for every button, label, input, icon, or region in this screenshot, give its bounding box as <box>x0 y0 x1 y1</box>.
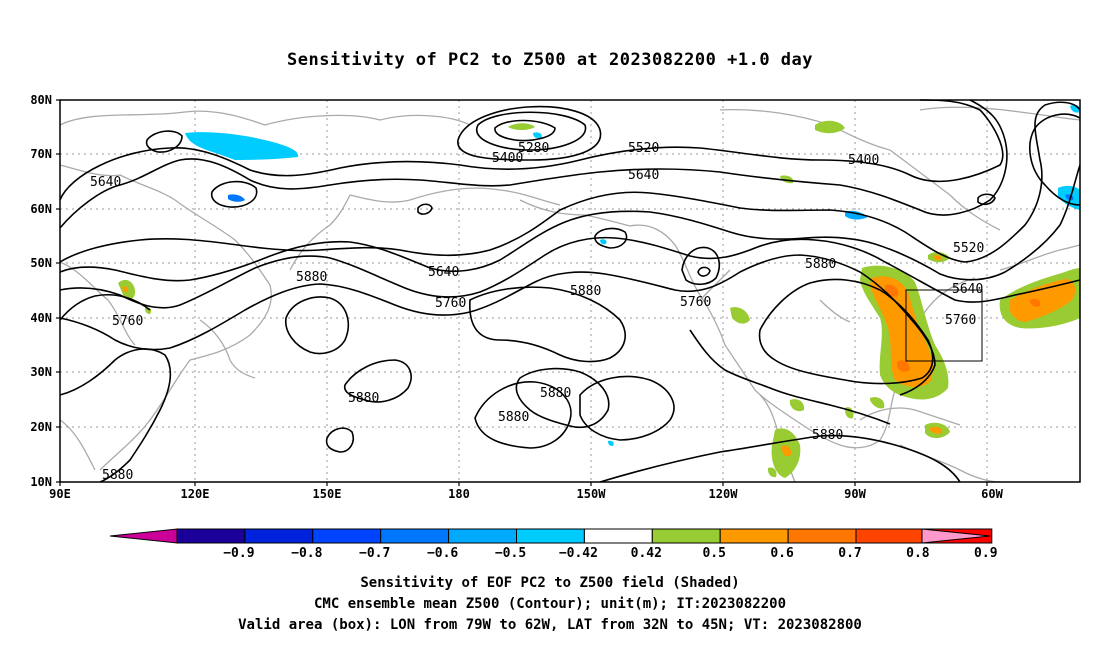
colorbar-cell <box>244 528 314 544</box>
contour-label: 5760 <box>112 314 143 329</box>
contour-label: 5880 <box>296 270 327 285</box>
contour-label: 5760 <box>680 295 711 310</box>
longitude-labels: 90E 120E 150E 180 150W 120W 90W 60W <box>49 487 1003 501</box>
sensitivity-shading <box>118 104 1080 478</box>
colorbar-cell <box>516 528 585 544</box>
colorbar-label: 0.8 <box>906 546 930 561</box>
colorbar-label: 0.5 <box>702 546 725 561</box>
contour-label: 5880 <box>498 410 529 425</box>
colorbar-label: 0.7 <box>838 546 861 561</box>
colorbar-label: −0.7 <box>359 546 390 561</box>
contour-label: 5880 <box>570 284 601 299</box>
contour-label: 5880 <box>102 468 133 483</box>
contour-label: 5640 <box>428 265 459 280</box>
colorbar-cell <box>176 528 246 544</box>
colorbar-label: −0.6 <box>427 546 458 561</box>
z500-contours <box>59 99 1081 483</box>
contour-label: 5760 <box>945 313 976 328</box>
lon-label: 180 <box>448 487 470 501</box>
lat-label: 30N <box>30 365 52 379</box>
lon-label: 90E <box>49 487 71 501</box>
colorbar-cell <box>312 528 382 544</box>
lat-label: 60N <box>30 202 52 216</box>
contour-label: 5640 <box>952 282 983 297</box>
contour-label: 5520 <box>953 241 984 256</box>
colorbar-label: 0.9 <box>974 546 997 561</box>
lon-label: 90W <box>844 487 866 501</box>
latitude-labels: 80N 70N 60N 50N 40N 30N 20N 10N <box>30 93 52 489</box>
lon-label: 120E <box>181 487 210 501</box>
contour-label: 5880 <box>805 257 836 272</box>
colorbar-label: −0.5 <box>495 546 526 561</box>
contour-label: 5520 <box>628 141 659 156</box>
colorbar-cell <box>380 528 450 544</box>
contour-label: 5400 <box>492 151 523 166</box>
contour-label: 5880 <box>348 391 379 406</box>
colorbar-cell <box>583 528 653 544</box>
coastlines <box>59 106 1081 483</box>
contour-label: 5400 <box>848 153 879 168</box>
lon-label: 150E <box>313 487 342 501</box>
colorbar-label: 0.6 <box>770 546 794 561</box>
caption-line-1: Sensitivity of EOF PC2 to Z500 field (Sh… <box>360 575 740 591</box>
valid-area-box <box>905 289 983 362</box>
lon-label: 150W <box>577 487 607 501</box>
colorbar-cell <box>787 528 857 544</box>
colorbar-cell <box>855 528 925 544</box>
map-frame <box>59 99 1081 483</box>
colorbar-label: −0.9 <box>223 546 254 561</box>
tick-marks <box>56 99 988 486</box>
lat-label: 10N <box>30 475 52 489</box>
colorbar-cell <box>719 528 789 544</box>
colorbar-left-tip <box>109 528 178 544</box>
lon-label: 60W <box>981 487 1003 501</box>
colorbar: −0.9 −0.8 −0.7 −0.6 −0.5 −0.42 0.42 0.5 0.6 0.7 0.… <box>109 528 998 561</box>
colorbar-label: 0.42 <box>631 546 662 561</box>
colorbar-cell <box>651 528 721 544</box>
colorbar-label: −0.8 <box>291 546 322 561</box>
lat-label: 20N <box>30 420 52 434</box>
lon-label: 120W <box>709 487 739 501</box>
lat-label: 40N <box>30 311 52 325</box>
contour-label: 5640 <box>628 168 659 183</box>
colorbar-right-tip <box>921 528 991 544</box>
caption-line-2: CMC ensemble mean Z500 (Contour); unit(m… <box>313 596 786 612</box>
contour-label: 5880 <box>812 428 843 443</box>
colorbar-cell <box>448 528 518 544</box>
contour-labels: 5280 5400 5520 5640 5400 5640 5640 5760 … <box>90 141 984 483</box>
lat-label: 50N <box>30 256 52 270</box>
colorbar-label: −0.42 <box>559 546 598 561</box>
contour-label: 5760 <box>435 296 466 311</box>
lat-label: 70N <box>30 147 52 161</box>
contour-label: 5880 <box>540 386 571 401</box>
captions: Sensitivity of EOF PC2 to Z500 field (Sh… <box>0 573 1100 636</box>
contour-label: 5280 <box>518 141 549 156</box>
contour-label: 5640 <box>90 175 121 190</box>
map-title: Sensitivity of PC2 to Z500 at 2023082200… <box>286 50 813 70</box>
lat-label: 80N <box>30 93 52 107</box>
caption-line-3: Valid area (box): LON from 79W to 62W, L… <box>238 617 862 633</box>
